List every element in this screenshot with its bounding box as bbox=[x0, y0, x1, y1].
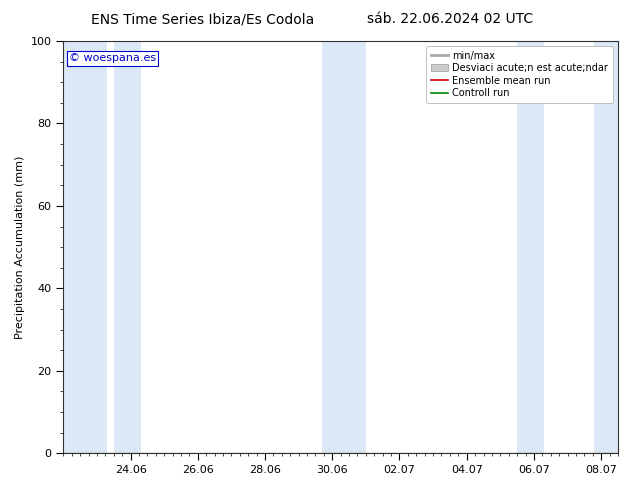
Text: sáb. 22.06.2024 02 UTC: sáb. 22.06.2024 02 UTC bbox=[367, 12, 533, 26]
Bar bbox=[63, 41, 107, 453]
Bar bbox=[322, 41, 366, 453]
Bar bbox=[595, 41, 618, 453]
Bar bbox=[113, 41, 141, 453]
Y-axis label: Precipitation Accumulation (mm): Precipitation Accumulation (mm) bbox=[15, 155, 25, 339]
Legend: min/max, Desviaci acute;n est acute;ndar, Ensemble mean run, Controll run: min/max, Desviaci acute;n est acute;ndar… bbox=[426, 46, 613, 103]
Text: © woespana.es: © woespana.es bbox=[69, 53, 156, 63]
Bar bbox=[517, 41, 544, 453]
Text: ENS Time Series Ibiza/Es Codola: ENS Time Series Ibiza/Es Codola bbox=[91, 12, 314, 26]
